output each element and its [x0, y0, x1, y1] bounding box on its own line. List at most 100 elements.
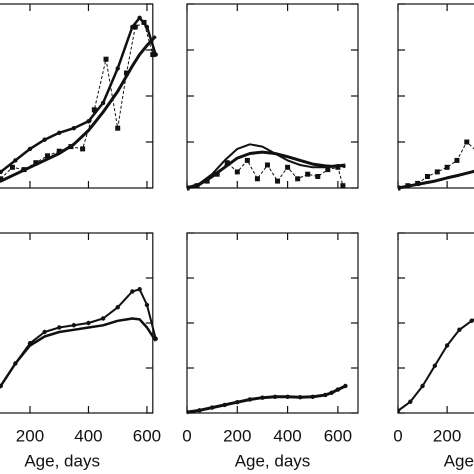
marker: [424, 174, 430, 179]
x-tick-label: 0: [393, 426, 402, 445]
marker: [457, 327, 462, 332]
panel: 0 200 400 600 Age, days: [182, 232, 359, 470]
marker: [100, 316, 106, 321]
marker: [432, 363, 438, 368]
x-axis-label: Age, days: [235, 451, 311, 470]
marker: [137, 287, 142, 292]
marker: [420, 383, 425, 389]
x-tick-label: 600: [133, 426, 161, 445]
marker: [405, 183, 411, 189]
marker: [247, 397, 253, 402]
marker: [214, 171, 220, 177]
marker: [398, 185, 401, 191]
marker: [103, 56, 109, 62]
x-tick-label: 200: [223, 426, 251, 445]
x-axis-label: Age, days: [24, 451, 100, 470]
marker: [285, 394, 290, 399]
marker: [415, 180, 421, 186]
marker: [0, 169, 3, 175]
marker: [68, 144, 74, 150]
series-line: [398, 169, 474, 190]
marker: [194, 183, 200, 189]
panel-frame: [397, 232, 474, 414]
series-line: [0, 317, 157, 389]
marker: [315, 174, 321, 179]
marker: [13, 158, 18, 163]
marker: [56, 148, 62, 154]
marker: [310, 394, 315, 399]
marker: [444, 164, 450, 170]
panel: [0, 3, 158, 189]
x-tick-label: 600: [324, 426, 352, 445]
marker: [464, 139, 470, 145]
plot-area: [0, 287, 158, 389]
marker: [150, 52, 156, 58]
marker: [115, 305, 120, 310]
marker: [130, 289, 135, 294]
marker: [323, 392, 328, 398]
marker: [42, 137, 47, 142]
plot-area: [398, 139, 474, 191]
marker: [408, 399, 413, 404]
marker: [444, 343, 450, 348]
marker: [57, 130, 62, 135]
marker: [285, 164, 291, 170]
marker: [197, 408, 202, 413]
series-line: [0, 35, 157, 183]
marker: [137, 15, 142, 20]
marker: [454, 157, 460, 163]
marker: [340, 183, 346, 189]
marker: [264, 162, 270, 168]
marker: [21, 167, 27, 173]
marker: [71, 323, 77, 328]
marker: [305, 171, 311, 177]
marker: [398, 408, 401, 413]
marker: [235, 400, 240, 405]
x-tick-label: 200: [433, 426, 461, 445]
panel: 0 200 Age, days: [393, 232, 474, 470]
marker: [0, 176, 4, 182]
plot-area: [398, 318, 474, 413]
marker: [86, 320, 91, 326]
marker: [100, 100, 106, 106]
x-tick-label: 400: [273, 426, 301, 445]
x-tick-label: 400: [74, 426, 102, 445]
marker: [329, 390, 334, 395]
plot-area: [0, 15, 158, 183]
x-axis-label: Age, days: [444, 451, 474, 470]
marker: [224, 160, 230, 166]
marker: [144, 24, 150, 30]
marker: [9, 164, 15, 170]
marker: [260, 395, 265, 400]
marker: [86, 119, 91, 124]
marker: [343, 383, 348, 389]
marker: [141, 19, 147, 25]
marker: [115, 66, 120, 71]
panel-frame: [186, 232, 359, 414]
panel-frame: [186, 3, 359, 189]
marker: [434, 169, 440, 175]
plot-area: [187, 143, 346, 191]
marker: [115, 125, 121, 131]
marker: [272, 394, 278, 399]
marker: [335, 387, 341, 392]
marker: [187, 185, 190, 191]
marker: [234, 169, 240, 175]
marker: [144, 302, 150, 308]
panel: 200 400 600 Age, days: [0, 232, 161, 470]
marker: [71, 126, 77, 131]
marker: [295, 176, 301, 182]
panel: [186, 3, 359, 191]
marker: [132, 24, 138, 30]
marker: [80, 146, 86, 152]
marker: [42, 329, 47, 335]
marker: [222, 402, 227, 408]
marker: [335, 164, 341, 170]
plot-area: [187, 383, 348, 415]
series-line: [398, 318, 474, 412]
series-line: [187, 150, 346, 190]
marker: [45, 153, 51, 159]
marker: [244, 157, 250, 163]
panel-frame: [397, 3, 474, 189]
